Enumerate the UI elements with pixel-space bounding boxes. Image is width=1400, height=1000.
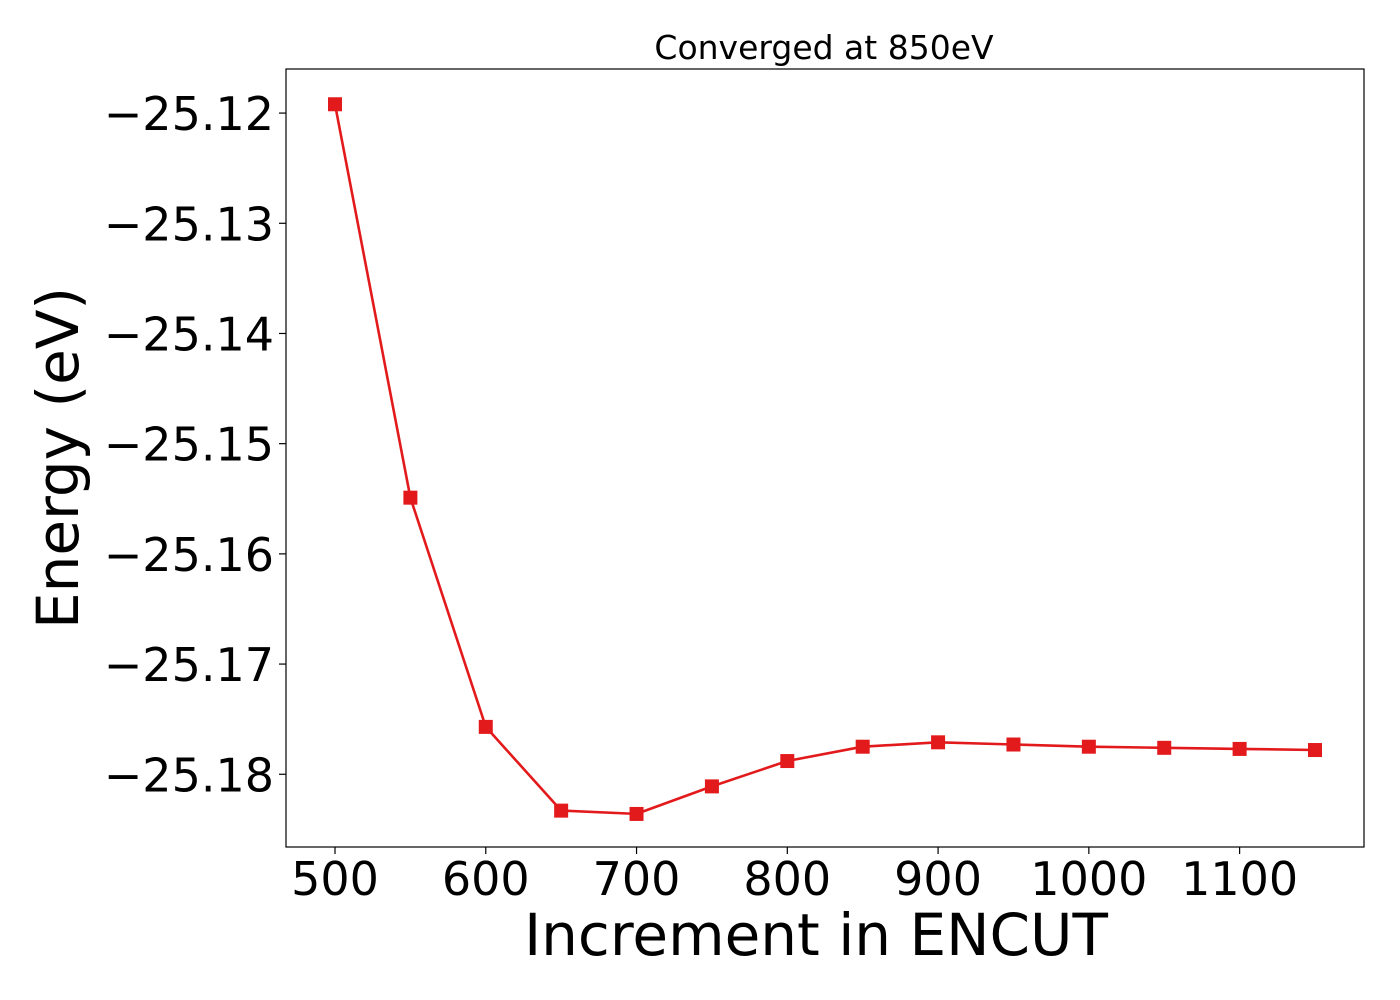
x-tick-label: 700 — [593, 852, 681, 906]
data-point — [855, 739, 870, 754]
x-tick-label: 1100 — [1181, 852, 1298, 906]
data-point — [704, 779, 719, 794]
plot-frame — [285, 68, 1365, 848]
x-axis-title: Increment in ENCUT — [524, 901, 1108, 969]
x-axis: 500 600 700 800 900 1000 1100 — [291, 847, 1298, 906]
y-axis: −25.12 −25.13 −25.14 −25.15 −25.16 −25.17 −25.… — [104, 87, 286, 802]
y-tick-label: −25.16 — [104, 528, 274, 582]
y-axis-title: Energy (eV) — [24, 287, 92, 629]
series-line — [333, 104, 1316, 816]
data-point — [478, 719, 493, 734]
data-point — [931, 735, 946, 750]
series-layer — [328, 97, 1322, 821]
y-tick-label: −25.15 — [104, 418, 274, 472]
x-tick-label: 800 — [743, 852, 831, 906]
y-tick-label: −25.13 — [104, 197, 274, 251]
y-tick-label: −25.12 — [104, 87, 274, 141]
y-tick-label: −25.18 — [104, 748, 274, 802]
data-point — [1308, 743, 1322, 758]
data-point — [554, 803, 569, 818]
x-tick-label: 1000 — [1030, 852, 1147, 906]
x-tick-label: 900 — [894, 852, 982, 906]
data-point — [1232, 741, 1247, 756]
data-point — [1081, 739, 1096, 754]
y-tick-label: −25.17 — [104, 638, 274, 692]
data-point — [403, 490, 418, 505]
data-point — [780, 754, 795, 769]
y-tick-label: −25.14 — [104, 307, 274, 361]
chart-title: Converged at 850eV — [654, 28, 994, 67]
x-tick-label: 500 — [291, 852, 379, 906]
data-point — [1006, 737, 1021, 752]
data-point — [629, 806, 644, 821]
x-tick-label: 600 — [442, 852, 530, 906]
data-point — [328, 97, 342, 112]
data-point — [1157, 740, 1172, 755]
